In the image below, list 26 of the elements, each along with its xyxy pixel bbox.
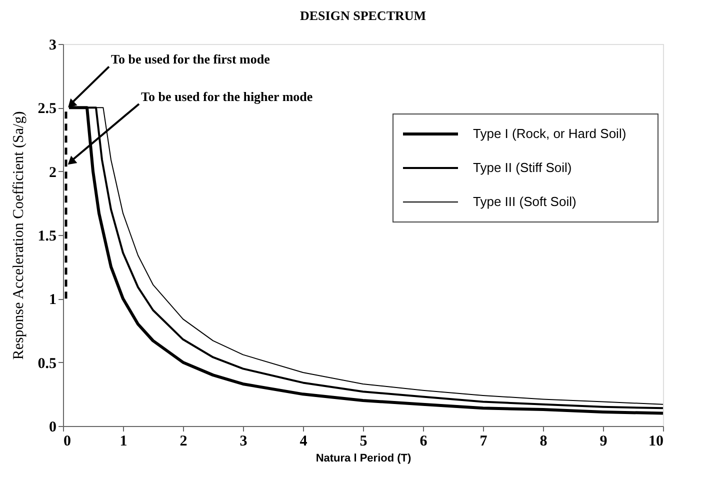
x-tick-label: 0 bbox=[64, 434, 71, 450]
legend-label: Type III (Soft Soil) bbox=[473, 194, 576, 209]
y-tick-label: 3 bbox=[49, 38, 56, 54]
x-tick-label: 6 bbox=[420, 434, 428, 450]
y-tick-label: 2 bbox=[49, 164, 56, 181]
y-tick-label: 2.5 bbox=[38, 101, 56, 118]
legend-label: Type II (Stiff Soil) bbox=[473, 160, 572, 175]
annotation: To be used for the first mode bbox=[111, 52, 270, 67]
annotation: To be used for the higher mode bbox=[141, 88, 313, 104]
legend-label: Type I (Rock, or Hard Soil) bbox=[473, 126, 626, 141]
y-tick-label: 0 bbox=[49, 420, 56, 436]
x-tick-label: 5 bbox=[360, 434, 368, 450]
x-tick-label: 7 bbox=[480, 434, 488, 450]
x-tick-label: 9 bbox=[600, 434, 608, 450]
x-tick-label: 1 bbox=[120, 434, 128, 450]
x-axis-title: Natura l Period (T) bbox=[316, 452, 412, 464]
x-tick-label: 3 bbox=[240, 434, 248, 450]
y-axis-title: Response Acceleration Coefficient (Sa/g) bbox=[10, 111, 27, 360]
y-tick-label: 1.5 bbox=[38, 228, 56, 244]
y-tick-label: 1 bbox=[49, 292, 56, 308]
x-tick-label: 8 bbox=[540, 434, 548, 450]
x-tick-label: 2 bbox=[180, 434, 188, 450]
x-tick-label: 4 bbox=[300, 434, 308, 450]
y-tick-label: 0.5 bbox=[38, 356, 56, 372]
chart-title: DESIGN SPECTRUM bbox=[300, 8, 426, 23]
x-tick-label: 10 bbox=[648, 434, 664, 450]
